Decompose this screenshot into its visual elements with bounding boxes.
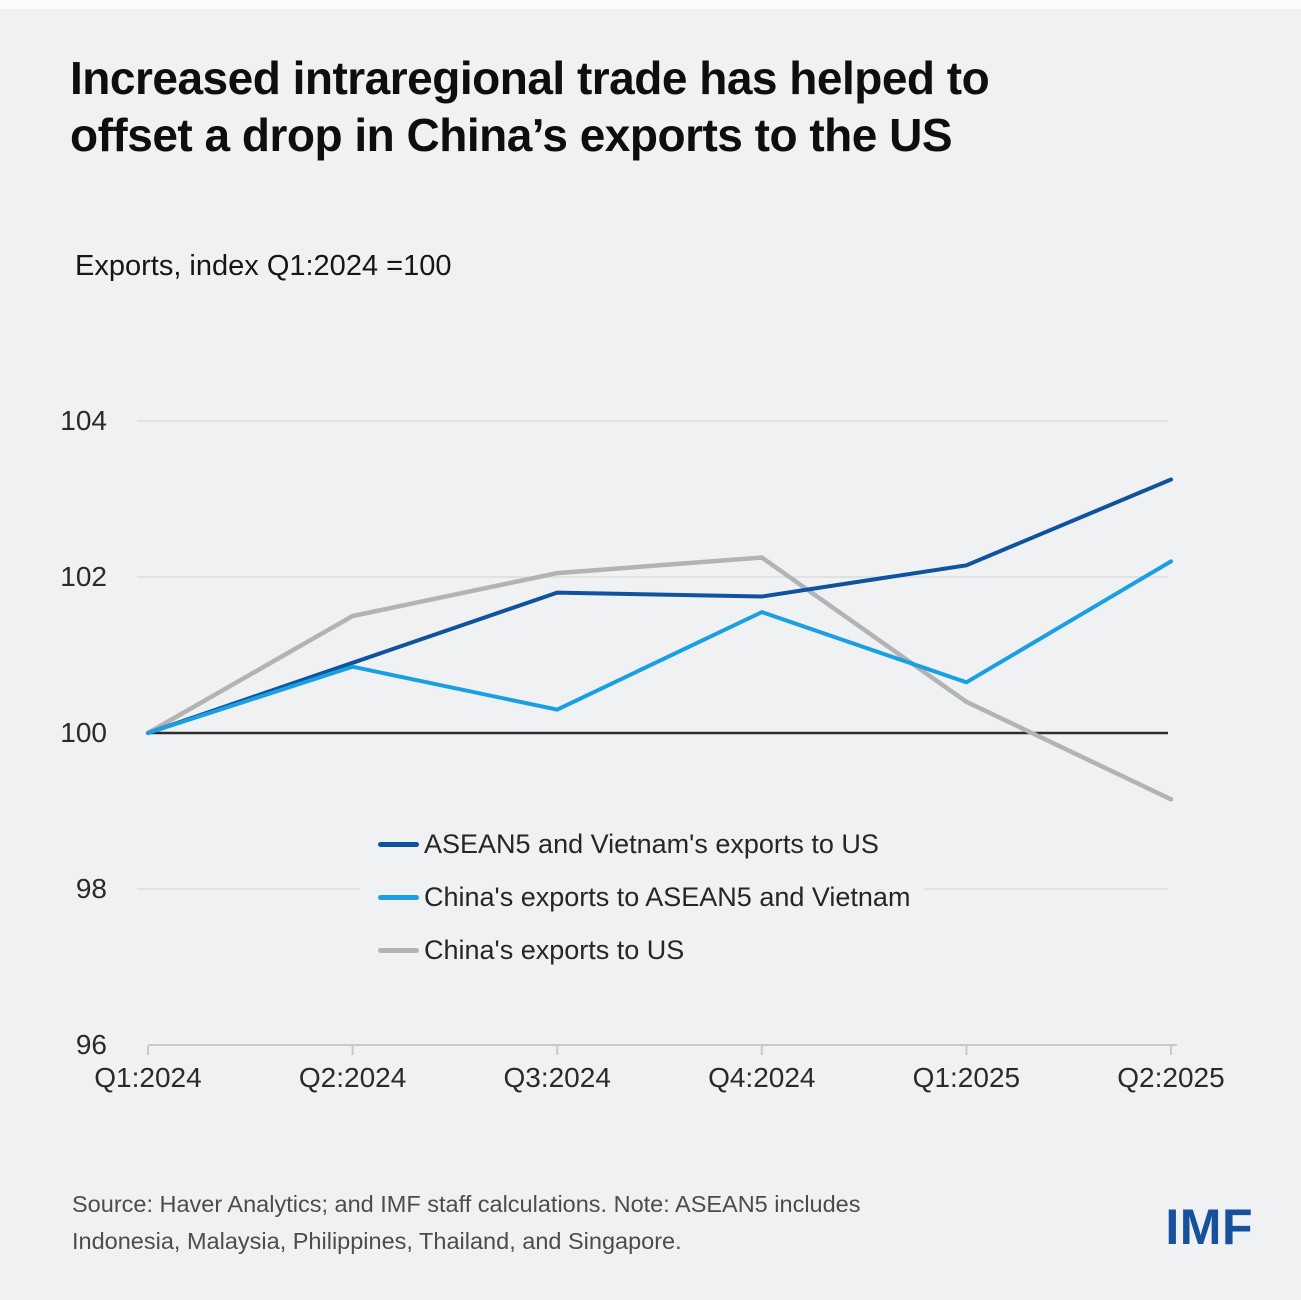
top-border-strip [0,0,1301,9]
chart-title-line-1: Increased intraregional trade has helped… [70,52,990,104]
legend-item-china-exports-to-us: China's exports to US [378,924,910,977]
series-line-1 [146,559,1173,735]
y-tick-label-100: 100 [60,717,107,748]
legend: ASEAN5 and Vietnam's exports to US China… [360,818,925,977]
y-tick-label-98: 98 [75,873,107,904]
x-tick-label-Q2-2024: Q2:2024 [298,1062,407,1093]
legend-label: China's exports to ASEAN5 and Vietnam [424,882,911,912]
source-note: Source: Haver Analytics; and IMF staff c… [72,1186,861,1260]
chart-title: Increased intraregional trade has helped… [70,50,1250,164]
y-tick-label-96: 96 [75,1029,107,1060]
source-note-line-1: Source: Haver Analytics; and IMF staff c… [72,1191,861,1217]
source-note-line-2: Indonesia, Malaysia, Philippines, Thaila… [72,1228,682,1254]
x-tick-label-Q1-2024: Q1:2024 [94,1062,202,1093]
chart-title-line-2: offset a drop in China’s exports to the … [70,109,953,161]
y-tick-label-102: 102 [60,561,107,592]
imf-logo: IMF [1165,1199,1253,1255]
legend-item-china-exports-to-asean5-vietnam: China's exports to ASEAN5 and Vietnam [378,871,910,924]
legend-swatch-gray-line-icon [378,948,419,953]
x-tick-label-Q3-2024: Q3:2024 [503,1062,611,1093]
legend-item-asean5-vietnam-exports-to-us: ASEAN5 and Vietnam's exports to US [378,818,910,871]
y-tick-label-104: 104 [60,405,107,436]
legend-swatch-light-blue-line-icon [378,895,419,900]
series-line-0 [146,477,1173,735]
series-line-2 [145,555,1174,802]
legend-label: China's exports to US [424,935,685,965]
legend-label: ASEAN5 and Vietnam's exports to US [424,829,879,859]
x-tick-label-Q1-2025: Q1:2025 [912,1062,1021,1093]
legend-swatch-dark-blue-line-icon [378,842,419,847]
x-tick-label-Q2-2025: Q2:2025 [1117,1062,1225,1093]
chart-subtitle: Exports, index Q1:2024 =100 [75,250,452,282]
x-tick-label-Q4-2024: Q4:2024 [708,1062,816,1093]
